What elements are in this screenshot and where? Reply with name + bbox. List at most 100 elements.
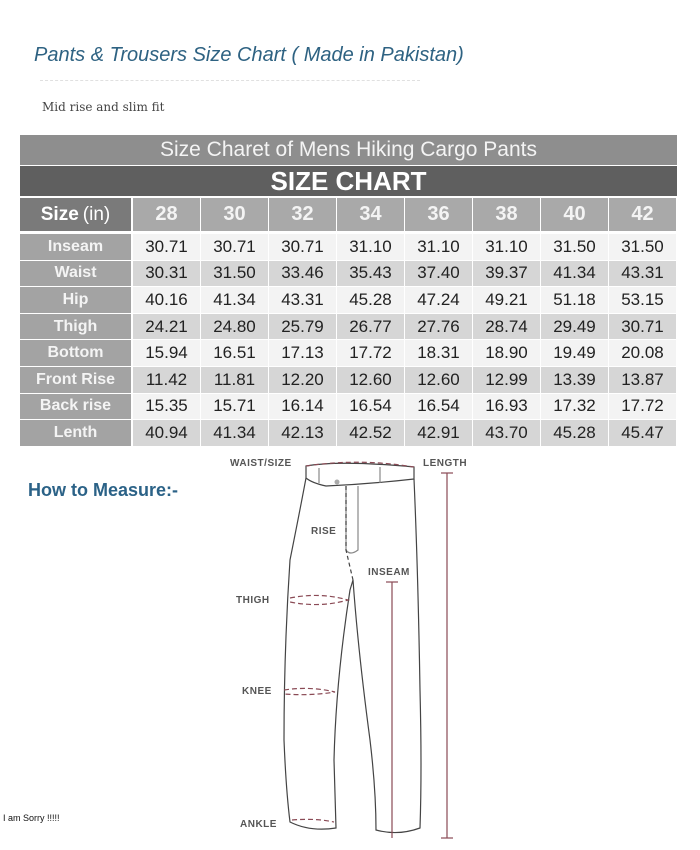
table-cell: 16.51 xyxy=(201,340,269,367)
row-label: Inseam xyxy=(20,234,133,261)
table-cell: 35.43 xyxy=(337,260,405,288)
rise-label: RISE xyxy=(311,526,337,537)
table-cell: 11.42 xyxy=(133,366,201,394)
table-cell: 49.21 xyxy=(473,287,541,314)
divider xyxy=(40,80,420,81)
table-cell: 28.74 xyxy=(473,313,541,341)
row-label: Waist xyxy=(20,260,133,288)
table-cell: 43.31 xyxy=(609,260,677,288)
table-cell: 25.79 xyxy=(269,313,337,341)
table-cell: 31.10 xyxy=(337,234,405,261)
table-cell: 41.34 xyxy=(201,287,269,314)
table-cell: 20.08 xyxy=(609,340,677,367)
row-label: Thigh xyxy=(20,313,133,341)
size-col-header: 32 xyxy=(269,198,337,234)
table-cell: 37.40 xyxy=(405,260,473,288)
waist-size-label: WAIST/SIZE xyxy=(230,458,292,469)
ankle-label: ANKLE xyxy=(240,819,277,830)
size-col-header: 38 xyxy=(473,198,541,234)
table-cell: 12.60 xyxy=(405,366,473,394)
row-label: Front Rise xyxy=(20,366,133,394)
pants-outline xyxy=(283,461,422,834)
table-cell: 18.31 xyxy=(405,340,473,367)
row-label: Hip xyxy=(20,287,133,314)
size-col-header: 36 xyxy=(405,198,473,234)
table-cell: 27.76 xyxy=(405,313,473,341)
size-col-header: 30 xyxy=(201,198,269,234)
table-cell: 31.10 xyxy=(405,234,473,261)
measurement-lines xyxy=(386,472,453,839)
table-cell: 12.60 xyxy=(337,366,405,394)
table-cell: 26.77 xyxy=(337,313,405,341)
table-heading: SIZE CHART xyxy=(20,166,677,198)
table-cell: 30.71 xyxy=(133,234,201,261)
table-cell: 31.50 xyxy=(541,234,609,261)
row-label: Bottom xyxy=(20,340,133,367)
table-cell: 42.52 xyxy=(337,420,405,447)
table-cell: 18.90 xyxy=(473,340,541,367)
table-row: Inseam 30.71 30.71 30.71 31.10 31.10 31.10 31.5… xyxy=(20,234,677,261)
table-row: Thigh 24.21 24.80 25.79 26.77 27.76 28.74 29.49… xyxy=(20,313,677,341)
footer-note: I am Sorry !!!!! xyxy=(3,813,60,823)
table-cell: 47.24 xyxy=(405,287,473,314)
size-col-header: 42 xyxy=(609,198,677,234)
table-row: Lenth 40.94 41.34 42.13 42.52 42.91 43.70 45.28… xyxy=(20,420,677,447)
table-cell: 13.87 xyxy=(609,366,677,394)
table-cell: 15.71 xyxy=(201,393,269,421)
table-cell: 15.35 xyxy=(133,393,201,421)
table-cell: 17.13 xyxy=(269,340,337,367)
table-cell: 24.80 xyxy=(201,313,269,341)
size-col-header: 34 xyxy=(337,198,405,234)
table-cell: 29.49 xyxy=(541,313,609,341)
table-cell: 30.31 xyxy=(133,260,201,288)
table-cell: 40.94 xyxy=(133,420,201,447)
table-cell: 30.71 xyxy=(609,313,677,341)
table-cell: 43.70 xyxy=(473,420,541,447)
table-cell: 43.31 xyxy=(269,287,337,314)
how-to-measure-heading: How to Measure:- xyxy=(28,480,179,500)
size-col-header: 40 xyxy=(541,198,609,234)
size-col-header: 28 xyxy=(133,198,201,234)
table-cell: 30.71 xyxy=(201,234,269,261)
row-label: Back rise xyxy=(20,393,133,421)
knee-label: KNEE xyxy=(242,686,272,697)
table-cell: 19.49 xyxy=(541,340,609,367)
table-cell: 41.34 xyxy=(541,260,609,288)
table-caption: Size Charet of Mens Hiking Cargo Pants xyxy=(20,135,677,166)
table-row: Back rise 15.35 15.71 16.14 16.54 16.54 16.93 1… xyxy=(20,393,677,421)
table-row: Waist 30.31 31.50 33.46 35.43 37.40 39.37 41.34… xyxy=(20,260,677,288)
table-cell: 42.91 xyxy=(405,420,473,447)
table-cell: 31.50 xyxy=(201,260,269,288)
page-title: Pants & Trousers Size Chart ( Made in Pa… xyxy=(34,44,464,66)
table-cell: 16.14 xyxy=(269,393,337,421)
table-header-row: Size (in) 28 30 32 34 36 38 40 42 xyxy=(20,198,677,234)
size-unit: (in) xyxy=(82,203,111,225)
table-cell: 17.72 xyxy=(609,393,677,421)
table-cell: 12.20 xyxy=(269,366,337,394)
table-cell: 12.99 xyxy=(473,366,541,394)
table-cell: 30.71 xyxy=(269,234,337,261)
table-row: Hip 40.16 41.34 43.31 45.28 47.24 49.21 51.18 53… xyxy=(20,287,677,314)
table-cell: 17.72 xyxy=(337,340,405,367)
table-cell: 31.50 xyxy=(609,234,677,261)
table-cell: 51.18 xyxy=(541,287,609,314)
table-row: Bottom 15.94 16.51 17.13 17.72 18.31 18.90 19.4… xyxy=(20,340,677,367)
table-row: Front Rise 11.42 11.81 12.20 12.60 12.60 12.99… xyxy=(20,366,677,394)
table-cell: 45.47 xyxy=(609,420,677,447)
table-cell: 45.28 xyxy=(541,420,609,447)
table-cell: 16.54 xyxy=(405,393,473,421)
table-cell: 31.10 xyxy=(473,234,541,261)
thigh-label: THIGH xyxy=(236,595,270,606)
table-cell: 39.37 xyxy=(473,260,541,288)
table-cell: 45.28 xyxy=(337,287,405,314)
table-cell: 24.21 xyxy=(133,313,201,341)
table-cell: 16.54 xyxy=(337,393,405,421)
size-header-cell: Size (in) xyxy=(20,198,133,234)
subtitle: Mid rise and slim fit xyxy=(42,100,165,114)
table-cell: 53.15 xyxy=(609,287,677,314)
table-cell: 15.94 xyxy=(133,340,201,367)
table-cell: 42.13 xyxy=(269,420,337,447)
size-chart-table: Size Charet of Mens Hiking Cargo Pants S… xyxy=(20,135,677,447)
row-label: Lenth xyxy=(20,420,133,447)
